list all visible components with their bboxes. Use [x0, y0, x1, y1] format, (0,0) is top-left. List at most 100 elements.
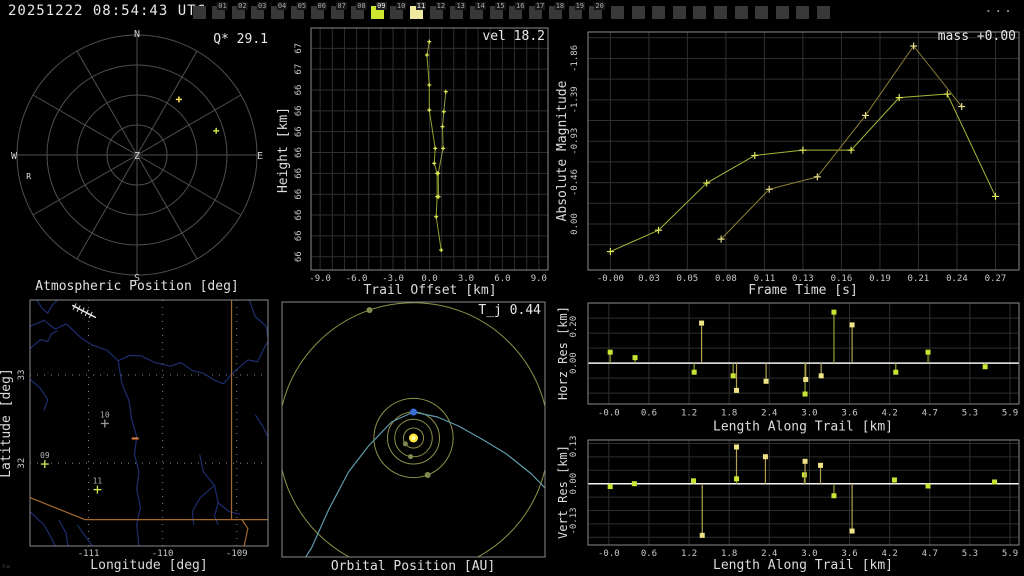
frame-thumb-11[interactable]: 11 — [410, 2, 427, 19]
x-tick: -9.0 — [309, 274, 331, 284]
frame-thumb-14[interactable]: 14 — [469, 2, 486, 19]
river — [254, 414, 268, 437]
x-tick: -0.0 — [598, 409, 620, 419]
plus-marker — [433, 146, 438, 151]
y-tick: 66 — [294, 189, 304, 200]
mercury-dot — [402, 441, 408, 447]
plus-marker — [213, 127, 220, 134]
frame-number: 14 — [475, 2, 486, 10]
frame-thumb-19[interactable]: 19 — [569, 2, 585, 19]
y-tick: -0.46 — [570, 169, 580, 196]
y-axis-label: Height [km] — [276, 107, 291, 193]
x-tick: 4.7 — [922, 409, 938, 419]
residual-marker — [734, 476, 740, 482]
river — [199, 454, 219, 526]
x-tick: 0.03 — [638, 274, 660, 284]
frame-thumb-20[interactable]: 20 — [588, 2, 605, 19]
top-bar: 20251222 08:54:43 UTC 01 02 03 04 05 06 07 08 09… — [0, 0, 1024, 24]
plus-marker — [424, 53, 429, 58]
panel-title: Orbital Position [AU] — [331, 559, 495, 574]
x-tick: 0.08 — [715, 274, 737, 284]
plus-marker — [799, 146, 807, 154]
frame-thumb-12[interactable]: 12 — [430, 2, 447, 19]
polar-spoke — [76, 50, 138, 156]
polar-spoke — [32, 154, 138, 216]
x-tick: 0.11 — [754, 274, 776, 284]
station-2-line — [720, 45, 963, 240]
y-tick: 66 — [294, 230, 304, 241]
frame-thumb-05[interactable]: 05 — [291, 2, 308, 19]
x-tick: 5.9 — [1002, 549, 1018, 559]
frame-thumb-15[interactable]: 15 — [489, 2, 506, 19]
frame-thumb-07[interactable]: 07 — [330, 2, 347, 19]
y-tick: -1.39 — [570, 86, 580, 113]
x-tick: 9.0 — [531, 274, 547, 284]
x-tick: -109 — [226, 549, 248, 559]
plus-marker — [703, 179, 711, 187]
frame-thumb-10[interactable]: 10 — [390, 2, 407, 19]
y-tick: 66 — [294, 168, 304, 179]
y-tick: -1.86 — [570, 45, 580, 72]
x-tick: 0.27 — [985, 274, 1007, 284]
frame-number: 13 — [455, 2, 466, 10]
plus-marker — [751, 151, 759, 159]
plus-marker — [436, 171, 441, 176]
frame-thumb-blank[interactable] — [817, 6, 830, 19]
frame-thumb-blank[interactable] — [734, 6, 748, 19]
watermark: nw — [2, 563, 12, 570]
frame-thumb-13[interactable]: 13 — [449, 2, 466, 19]
plus-marker — [895, 94, 903, 102]
frame-thumb-04[interactable]: 04 — [271, 2, 288, 19]
panel-magnitude: 0.00 -0.46 -0.93 -1.39 -1.86 -0.00 0.03 0.05 0.0… — [555, 29, 1020, 298]
frame-thumb-18[interactable]: 18 — [549, 2, 566, 19]
frame-thumb-03[interactable]: 03 — [251, 2, 268, 19]
frame-number: 11 — [415, 2, 427, 10]
frame-number: 17 — [534, 2, 546, 10]
frame-thumb-blank[interactable] — [192, 6, 206, 19]
overflow-menu[interactable]: ... — [984, 1, 1014, 16]
frame-thumb-blank[interactable] — [796, 6, 810, 19]
frame-thumb-09[interactable]: 09 — [370, 2, 387, 19]
frame-thumb-01[interactable]: 01 — [211, 2, 228, 19]
plus-marker — [862, 111, 870, 119]
frame-thumb-blank[interactable] — [693, 6, 707, 19]
frame-thumb-blank[interactable] — [755, 6, 769, 19]
plus-marker — [436, 194, 441, 199]
frame-thumb-06[interactable]: 06 — [310, 2, 327, 19]
y-tick: 33 — [17, 370, 27, 381]
panel-height-trail: 67 67 66 66 66 66 66 66 66 66 66 -9.0 -6.0 -3.0 0.0 3.0… — [276, 27, 549, 298]
polar-spoke — [76, 154, 138, 260]
frame-thumb-blank[interactable] — [775, 6, 789, 19]
plot-frame — [587, 302, 1020, 405]
x-tick: 5.3 — [962, 409, 978, 419]
cardinal-s: S — [134, 273, 140, 284]
y-tick: 66 — [294, 210, 304, 221]
x-tick: 5.3 — [962, 549, 978, 559]
frame-thumb-08[interactable]: 08 — [350, 2, 367, 19]
x-tick: 3.6 — [841, 409, 857, 419]
state-border — [30, 497, 86, 521]
mars-orbit — [373, 397, 454, 479]
jupiter-orbit — [282, 302, 545, 557]
residual-marker — [891, 477, 897, 483]
frame-thumb-02[interactable]: 02 — [231, 2, 248, 19]
frame-thumb-blank[interactable] — [631, 6, 645, 19]
plot-frame — [29, 299, 269, 547]
y-tick: 66 — [294, 85, 304, 96]
x-tick: 6.0 — [494, 274, 510, 284]
plus-marker — [765, 185, 773, 193]
x-axis-label: Length Along Trail [km] — [713, 420, 893, 435]
tisserand-annotation: T_j 0.44 — [478, 303, 541, 318]
frame-thumb-16[interactable]: 16 — [509, 2, 526, 19]
residual-marker — [730, 373, 736, 379]
x-tick: 3.0 — [458, 274, 474, 284]
frame-thumb-blank[interactable] — [611, 6, 624, 19]
frame-thumb-blank[interactable] — [652, 6, 666, 19]
frame-thumb-blank[interactable] — [672, 6, 686, 19]
frame-thumb-blank[interactable] — [714, 6, 727, 19]
y-tick: 0.13 — [569, 436, 579, 458]
y-tick: 67 — [294, 64, 304, 75]
frame-thumb-17[interactable]: 17 — [529, 2, 546, 19]
x-tick: 0.6 — [641, 409, 657, 419]
